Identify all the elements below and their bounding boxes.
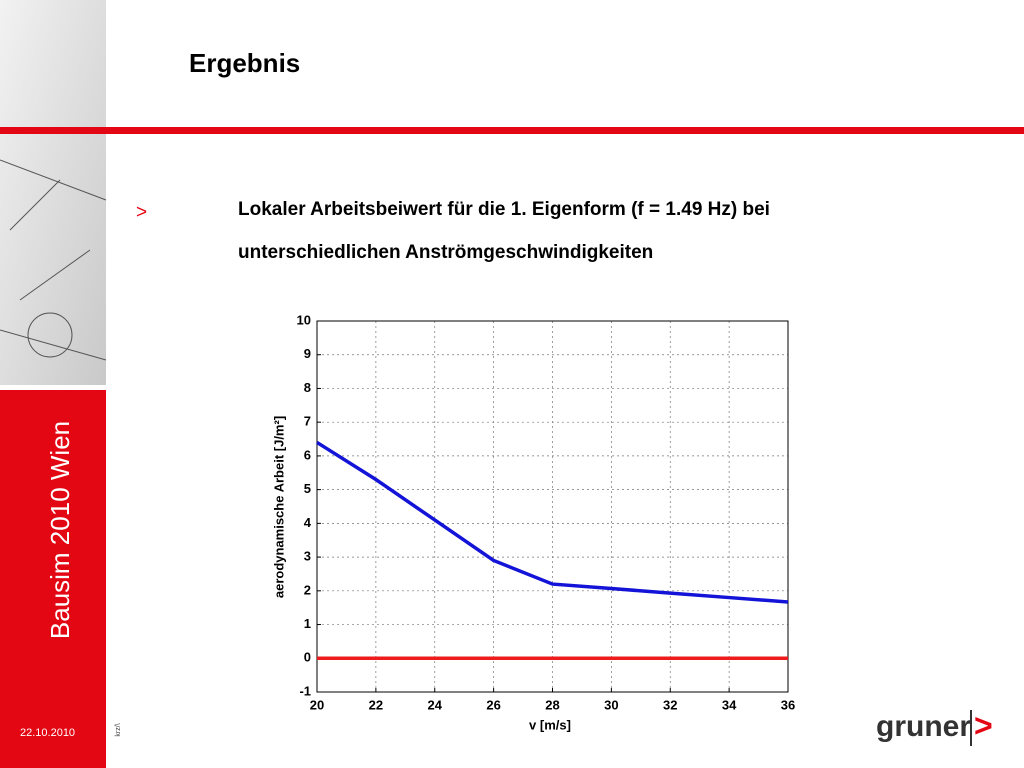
x-tick-label: 36 <box>781 697 795 712</box>
logo-mark: > <box>974 707 993 743</box>
y-tick-label: -1 <box>299 683 311 698</box>
x-tick-label: 24 <box>428 697 443 712</box>
x-tick-label: 28 <box>545 697 559 712</box>
y-tick-label: 8 <box>304 380 311 395</box>
text-line: unterschiedlichen Anströmgeschwindigkeit… <box>238 242 653 263</box>
header-rule <box>0 127 1024 134</box>
title: Ergebnis <box>189 48 300 78</box>
y-tick-label: 6 <box>304 447 311 462</box>
y-tick-label: 0 <box>304 650 311 665</box>
date: 22.10.2010 <box>20 727 75 739</box>
x-tick-label: 30 <box>604 697 618 712</box>
x-tick-label: 32 <box>663 697 677 712</box>
x-tick-label: 22 <box>369 697 383 712</box>
y-tick-label: 5 <box>304 481 311 496</box>
y-tick-label: 3 <box>304 549 311 564</box>
sidebar-photo <box>0 0 106 385</box>
y-axis-label: aerodynamische Arbeit [J/m²] <box>271 416 286 598</box>
x-tick-label: 34 <box>722 697 737 712</box>
y-tick-label: 7 <box>304 414 311 429</box>
y-tick-label: 9 <box>304 346 311 361</box>
footer-code: krz/\ <box>115 723 122 736</box>
text-line: Lokaler Arbeitsbeiwert für die 1. Eigenf… <box>238 199 770 220</box>
y-tick-label: 10 <box>297 312 311 327</box>
x-tick-label: 26 <box>486 697 500 712</box>
x-axis-label: v [m/s] <box>529 717 571 732</box>
y-tick-label: 2 <box>304 582 311 597</box>
y-tick-label: 1 <box>304 616 311 631</box>
sketch <box>0 159 107 361</box>
logo: gruner <box>876 710 971 743</box>
data-line <box>316 440 789 604</box>
x-tick-label: 20 <box>310 697 324 712</box>
plot-frame <box>316 320 789 693</box>
y-tick-label: 4 <box>304 515 312 530</box>
sidebar-red <box>0 390 106 768</box>
bullet: > <box>136 202 147 223</box>
sidebar-text: Bausim 2010 Wien <box>45 421 75 639</box>
